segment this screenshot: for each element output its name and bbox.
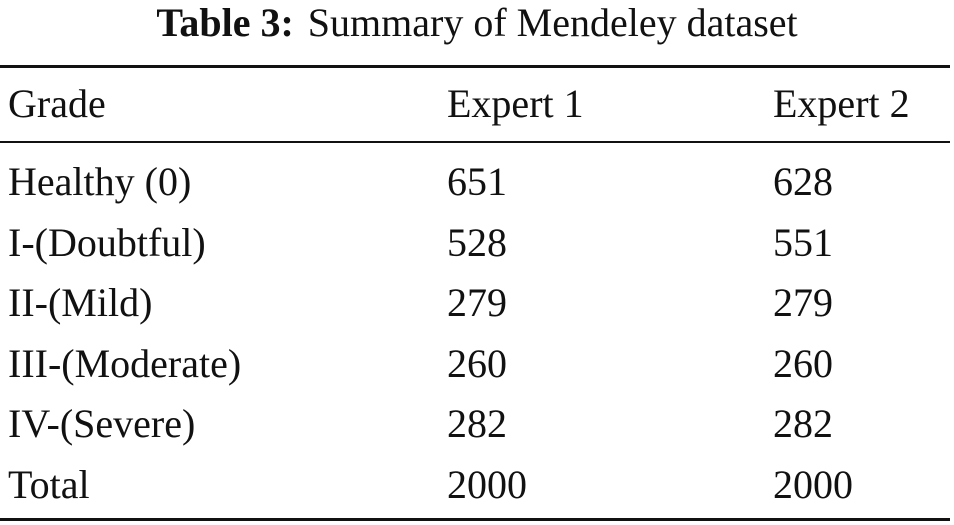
top-rule bbox=[0, 65, 950, 68]
cell-value: 528 bbox=[447, 219, 507, 265]
row-label: Total bbox=[8, 461, 90, 507]
cell-value: 651 bbox=[447, 159, 507, 204]
cell-value: 282 bbox=[447, 401, 507, 446]
caption-label: Table 3: bbox=[156, 0, 294, 45]
header-cell: Expert 2 bbox=[773, 81, 910, 126]
caption-text: Summary of Mendeley dataset bbox=[307, 0, 798, 45]
row-label: I-(Doubtful) bbox=[8, 219, 206, 265]
caption: Table 3: Summary of Mendeley dataset bbox=[0, 0, 954, 46]
cell-value: 2000 bbox=[773, 461, 853, 507]
header-cell: Expert 1 bbox=[447, 81, 584, 126]
cell-value: 2000 bbox=[447, 461, 527, 507]
cell-value: 260 bbox=[447, 340, 507, 386]
row-label: III-(Moderate) bbox=[8, 340, 242, 386]
row-label: Healthy (0) bbox=[8, 159, 192, 204]
header-cell: Grade bbox=[8, 81, 106, 126]
row-label: II-(Mild) bbox=[8, 280, 153, 325]
mid-rule bbox=[0, 141, 950, 143]
cell-value: 279 bbox=[447, 280, 507, 325]
cell-value: 260 bbox=[773, 340, 833, 386]
cell-value: 279 bbox=[773, 280, 833, 325]
cell-value: 551 bbox=[773, 219, 833, 265]
row-label: IV-(Severe) bbox=[8, 401, 196, 446]
bottom-rule bbox=[0, 518, 950, 521]
cell-value: 282 bbox=[773, 401, 833, 446]
cell-value: 628 bbox=[773, 159, 833, 204]
